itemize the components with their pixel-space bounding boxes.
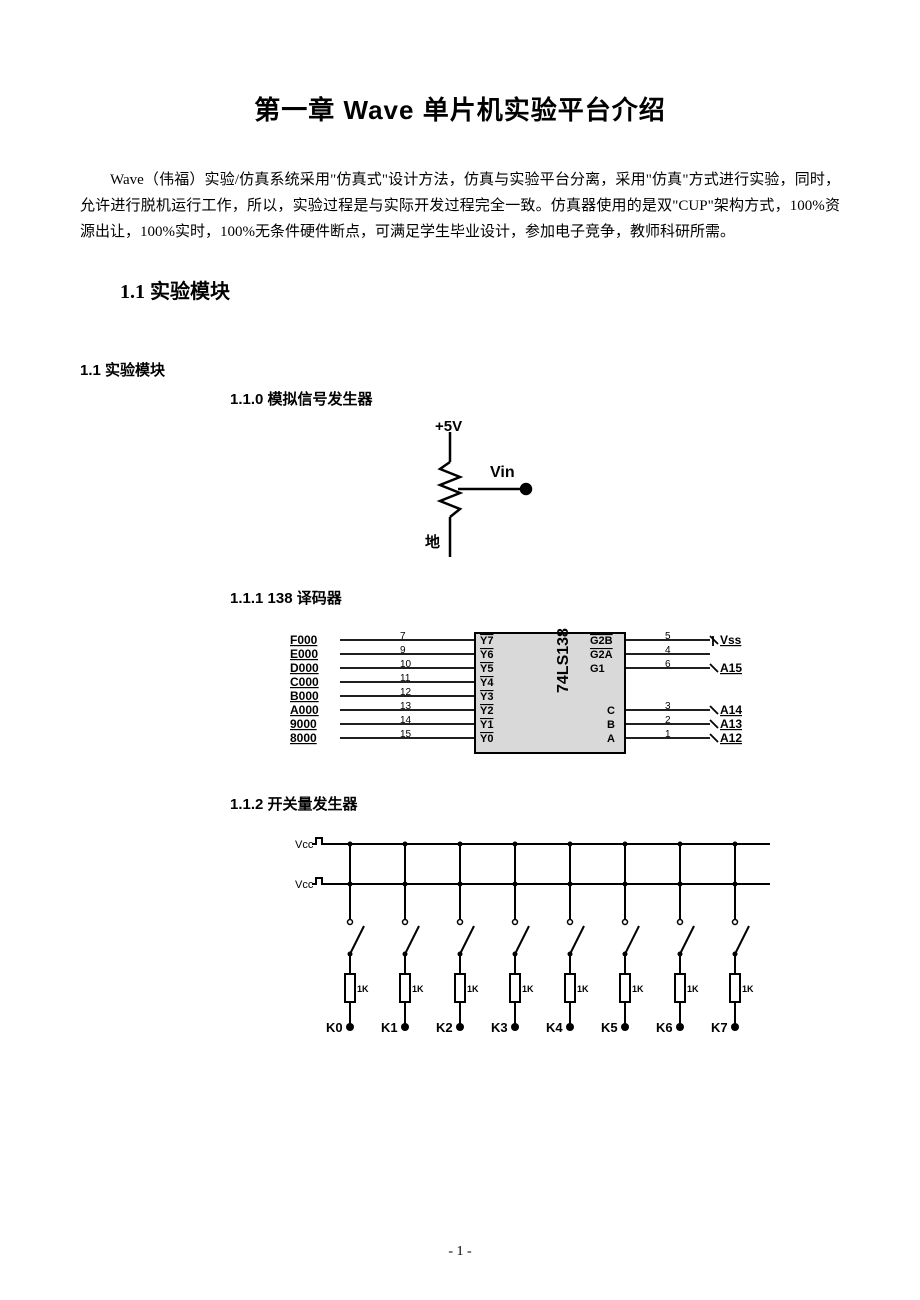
svg-text:Y1: Y1 <box>480 719 493 731</box>
svg-text:6: 6 <box>665 659 671 670</box>
svg-text:G2B: G2B <box>590 635 613 647</box>
module-2-heading: 1.1.2 开关量发生器 <box>230 793 840 814</box>
switch-generator-diagram: Vcc Vcc 1K K0 1K K1 1K K2 1K K3 1K K4 1K K5 1K K6 1K K7 <box>270 824 790 1054</box>
svg-text:K6: K6 <box>656 1020 673 1035</box>
svg-text:2: 2 <box>665 715 671 726</box>
svg-text:7: 7 <box>400 631 406 642</box>
svg-text:B: B <box>607 719 615 731</box>
svg-text:15: 15 <box>400 729 412 740</box>
module-0-heading: 1.1.0 模拟信号发生器 <box>230 388 840 409</box>
svg-text:9000: 9000 <box>290 717 317 731</box>
svg-text:G2A: G2A <box>590 649 613 661</box>
svg-text:4: 4 <box>665 645 671 656</box>
svg-text:Y6: Y6 <box>480 649 493 661</box>
svg-text:D000: D000 <box>290 661 319 675</box>
intro-paragraph: Wave（伟福）实验/仿真系统采用"仿真式"设计方法，仿真与实验平台分离，采用"… <box>80 167 840 245</box>
vcc-label-1: Vcc <box>295 839 314 851</box>
svg-text:1K: 1K <box>687 984 699 994</box>
svg-text:B000: B000 <box>290 689 319 703</box>
svg-text:3: 3 <box>665 701 671 712</box>
svg-text:1K: 1K <box>577 984 589 994</box>
svg-text:Y5: Y5 <box>480 663 493 675</box>
sub-1-1-heading: 1.1 实验模块 <box>80 359 840 380</box>
svg-text:A15: A15 <box>720 661 742 675</box>
svg-text:K0: K0 <box>326 1020 343 1035</box>
svg-text:14: 14 <box>400 715 412 726</box>
svg-text:K4: K4 <box>546 1020 563 1035</box>
svg-text:F000: F000 <box>290 633 318 647</box>
svg-text:8000: 8000 <box>290 731 317 745</box>
decoder-138-diagram: 74LS138 F000 7 Y7 E000 9 Y6 D000 10 Y5 C000 11 Y4 B0… <box>270 618 790 783</box>
svg-text:1: 1 <box>665 729 671 740</box>
svg-text:Y4: Y4 <box>480 677 494 689</box>
svg-text:E000: E000 <box>290 647 318 661</box>
svg-text:Y2: Y2 <box>480 705 493 717</box>
svg-text:10: 10 <box>400 659 412 670</box>
svg-text:Y0: Y0 <box>480 733 493 745</box>
svg-text:A000: A000 <box>290 703 319 717</box>
svg-text:K5: K5 <box>601 1020 618 1035</box>
svg-text:1K: 1K <box>632 984 644 994</box>
svg-text:G1: G1 <box>590 663 605 675</box>
svg-text:1K: 1K <box>522 984 534 994</box>
svg-text:5: 5 <box>665 631 671 642</box>
svg-text:Y3: Y3 <box>480 691 493 703</box>
vcc-label-2: Vcc <box>295 879 314 891</box>
svg-text:1K: 1K <box>467 984 479 994</box>
label-gnd: 地 <box>425 533 440 551</box>
svg-text:12: 12 <box>400 687 412 698</box>
svg-text:1K: 1K <box>742 984 754 994</box>
svg-text:C000: C000 <box>290 675 319 689</box>
page-number: - 1 - <box>0 1244 920 1260</box>
svg-text:1K: 1K <box>357 984 369 994</box>
analog-signal-generator-diagram: +5V Vin 地 <box>340 417 580 577</box>
label-5v: +5V <box>435 418 462 435</box>
module-1-heading: 1.1.1 138 译码器 <box>230 587 840 608</box>
svg-text:Vss: Vss <box>720 633 742 647</box>
svg-text:11: 11 <box>400 673 411 684</box>
svg-text:1K: 1K <box>412 984 424 994</box>
label-vin: Vin <box>490 464 515 481</box>
svg-text:A14: A14 <box>720 703 742 717</box>
chip-label: 74LS138 <box>555 628 572 693</box>
svg-text:K3: K3 <box>491 1020 508 1035</box>
svg-text:A: A <box>607 733 615 745</box>
svg-text:13: 13 <box>400 701 412 712</box>
svg-text:K1: K1 <box>381 1020 398 1035</box>
section-1-1-heading: 1.1 实验模块 <box>120 275 840 304</box>
svg-text:A12: A12 <box>720 731 742 745</box>
svg-text:Y7: Y7 <box>480 635 493 647</box>
chapter-title: 第一章 Wave 单片机实验平台介绍 <box>80 90 840 127</box>
svg-text:K7: K7 <box>711 1020 728 1035</box>
svg-text:K2: K2 <box>436 1020 453 1035</box>
svg-text:9: 9 <box>400 645 406 656</box>
svg-text:C: C <box>607 705 615 717</box>
svg-text:A13: A13 <box>720 717 742 731</box>
